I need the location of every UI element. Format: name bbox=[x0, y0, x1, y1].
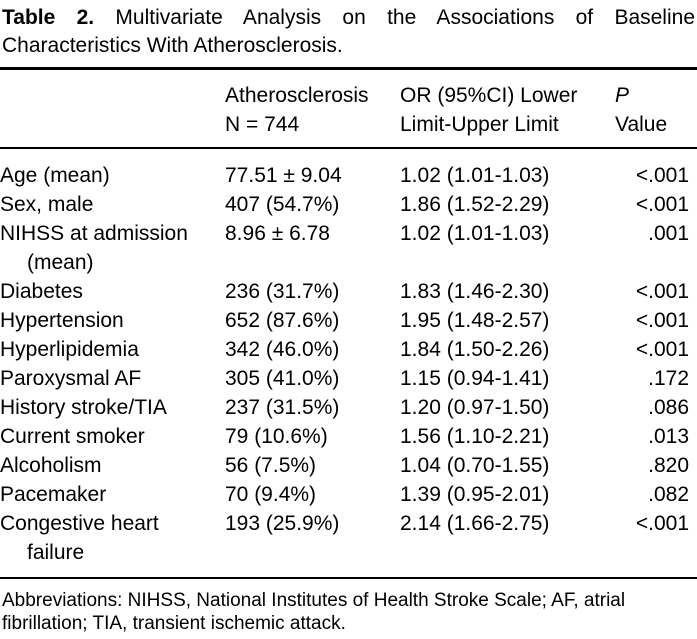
row-or-ci: 1.83 (1.46-2.30) bbox=[400, 280, 550, 303]
row-p-value: <.001 bbox=[635, 280, 689, 303]
row-or-ci: 1.02 (1.01-1.03) bbox=[400, 222, 550, 245]
row-n-value: 79 (10.6%) bbox=[225, 425, 328, 448]
table-row-hypertension: Hypertension 652 (87.6%) 1.95 (1.48-2.57… bbox=[0, 306, 697, 335]
row-p-value: <.001 bbox=[635, 193, 689, 216]
row-p-value: .082 bbox=[648, 483, 689, 506]
table-caption: Table 2. Multivariate Analysis on the As… bbox=[2, 4, 695, 60]
header-p-value-line2: Value bbox=[615, 113, 668, 136]
table-row-paroxysmal-af: Paroxysmal AF 305 (41.0%) 1.15 (0.94-1.4… bbox=[0, 364, 697, 393]
table-header: Atherosclerosis N = 744 OR (95%CI) Lower… bbox=[0, 68, 697, 149]
row-n-value: 237 (31.5%) bbox=[225, 396, 340, 419]
row-label: Pacemaker bbox=[0, 483, 107, 506]
row-label: Diabetes bbox=[0, 280, 83, 303]
row-p-value: .013 bbox=[648, 425, 689, 448]
row-n-value: 407 (54.7%) bbox=[225, 193, 340, 216]
row-n-value: 342 (46.0%) bbox=[225, 338, 340, 361]
row-p-value: <.001 bbox=[635, 164, 689, 187]
row-or-ci: 1.84 (1.50-2.26) bbox=[400, 338, 550, 361]
table-footnote: Abbreviations: NIHSS, National Institute… bbox=[2, 590, 626, 634]
row-or-ci: 2.14 (1.66-2.75) bbox=[400, 512, 550, 535]
table-row-congestive-heart-failure: Congestive heart failure 193 (25.9%) 2.1… bbox=[0, 509, 697, 578]
table-figure: Table 2. Multivariate Analysis on the As… bbox=[0, 4, 697, 639]
header-or-ci-line1: OR (95%CI) Lower bbox=[400, 84, 578, 107]
row-label: History stroke/TIA bbox=[0, 396, 167, 419]
row-p-value: .172 bbox=[648, 367, 689, 390]
row-or-ci: 1.39 (0.95-2.01) bbox=[400, 483, 550, 506]
row-or-ci: 1.56 (1.10-2.21) bbox=[400, 425, 550, 448]
table-caption-label: Table 2. bbox=[2, 6, 95, 29]
row-p-value: <.001 bbox=[635, 338, 689, 361]
header-or-ci: OR (95%CI) Lower Limit-Upper Limit bbox=[400, 68, 615, 149]
row-label: Age (mean) bbox=[0, 164, 110, 187]
table-row-current-smoker: Current smoker 79 (10.6%) 1.56 (1.10-2.2… bbox=[0, 422, 697, 451]
row-label: Alcoholism bbox=[0, 454, 102, 477]
row-label: NIHSS at admission (mean) bbox=[0, 222, 188, 274]
row-label: Hypertension bbox=[0, 309, 124, 332]
row-p-value: .820 bbox=[648, 454, 689, 477]
header-characteristic bbox=[0, 68, 215, 149]
header-atherosclerosis-line1: Atherosclerosis bbox=[225, 84, 369, 107]
row-label: Hyperlipidemia bbox=[0, 338, 139, 361]
row-or-ci: 1.86 (1.52-2.29) bbox=[400, 193, 550, 216]
row-label: Paroxysmal AF bbox=[0, 367, 142, 390]
table-row-pacemaker: Pacemaker 70 (9.4%) 1.39 (0.95-2.01) .08… bbox=[0, 480, 697, 509]
table-row-alcoholism: Alcoholism 56 (7.5%) 1.04 (0.70-1.55) .8… bbox=[0, 451, 697, 480]
row-label: Congestive heart failure bbox=[0, 512, 159, 564]
header-p-value: P Value bbox=[615, 68, 697, 149]
table-row-nihss: NIHSS at admission (mean) 8.96 ± 6.78 1.… bbox=[0, 219, 697, 277]
row-or-ci: 1.15 (0.94-1.41) bbox=[400, 367, 550, 390]
table-row-sex: Sex, male 407 (54.7%) 1.86 (1.52-2.29) <… bbox=[0, 190, 697, 219]
multivariate-analysis-table: Atherosclerosis N = 744 OR (95%CI) Lower… bbox=[0, 67, 697, 579]
header-atherosclerosis-line2: N = 744 bbox=[225, 113, 300, 136]
table-row-age: Age (mean) 77.51 ± 9.04 1.02 (1.01-1.03)… bbox=[0, 148, 697, 190]
row-n-value: 652 (87.6%) bbox=[225, 309, 340, 332]
row-or-ci: 1.02 (1.01-1.03) bbox=[400, 164, 550, 187]
row-n-value: 193 (25.9%) bbox=[225, 512, 340, 535]
table-body: Age (mean) 77.51 ± 9.04 1.02 (1.01-1.03)… bbox=[0, 148, 697, 578]
table-caption-text: Multivariate Analysis on the Association… bbox=[2, 6, 695, 57]
row-or-ci: 1.04 (0.70-1.55) bbox=[400, 454, 550, 477]
header-or-ci-line2: Limit-Upper Limit bbox=[400, 113, 559, 136]
row-p-value: .086 bbox=[648, 396, 689, 419]
row-p-value: <.001 bbox=[635, 309, 689, 332]
row-n-value: 56 (7.5%) bbox=[225, 454, 317, 477]
table-row-hyperlipidemia: Hyperlipidemia 342 (46.0%) 1.84 (1.50-2.… bbox=[0, 335, 697, 364]
table-row-diabetes: Diabetes 236 (31.7%) 1.83 (1.46-2.30) <.… bbox=[0, 277, 697, 306]
row-p-value: <.001 bbox=[635, 512, 689, 535]
header-row: Atherosclerosis N = 744 OR (95%CI) Lower… bbox=[0, 68, 697, 149]
row-n-value: 8.96 ± 6.78 bbox=[225, 222, 330, 245]
header-atherosclerosis: Atherosclerosis N = 744 bbox=[215, 68, 400, 149]
row-n-value: 70 (9.4%) bbox=[225, 483, 317, 506]
row-n-value: 305 (41.0%) bbox=[225, 367, 340, 390]
row-label: Sex, male bbox=[0, 193, 94, 216]
row-or-ci: 1.20 (0.97-1.50) bbox=[400, 396, 550, 419]
row-or-ci: 1.95 (1.48-2.57) bbox=[400, 309, 550, 332]
header-p-value-line1: P bbox=[615, 84, 630, 107]
row-p-value: .001 bbox=[648, 222, 689, 245]
row-n-value: 236 (31.7%) bbox=[225, 280, 340, 303]
row-label: Current smoker bbox=[0, 425, 145, 448]
row-n-value: 77.51 ± 9.04 bbox=[225, 164, 342, 187]
table-row-history-stroke-tia: History stroke/TIA 237 (31.5%) 1.20 (0.9… bbox=[0, 393, 697, 422]
